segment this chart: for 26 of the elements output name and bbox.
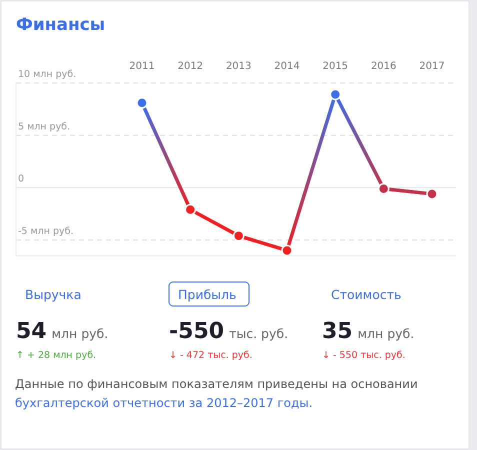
category-label: Стоимость (331, 287, 402, 302)
text: 35 (322, 319, 353, 344)
text: млн руб. (52, 326, 108, 341)
text: 54 (16, 319, 47, 344)
x-tick-label: 2016 (370, 61, 396, 72)
category-label: Прибыль (178, 287, 236, 302)
text: ↓ - 472 тыс. руб. (169, 350, 252, 361)
x-tick-label: 2014 (274, 61, 300, 72)
text: ↓ - 550 тыс. руб. (322, 350, 406, 361)
text: Данные по финансовым показателям приведены на основании (15, 377, 418, 391)
text: -550 (169, 319, 224, 344)
text: млн руб. (358, 326, 414, 341)
y-tick-label: 5 млн руб. (18, 121, 70, 132)
chart-title: Финансы (16, 15, 106, 35)
x-tick-label: 2011 (129, 61, 155, 72)
text: тыс. руб. (229, 326, 288, 341)
x-tick-label: 2012 (178, 61, 204, 72)
text: ↑ + 28 млн руб. (16, 350, 96, 361)
text: бухгалтерской отчетности за 2012–2017 годы. (15, 396, 313, 410)
y-tick-label: 10 млн руб. (18, 69, 76, 80)
x-tick-label: 2013 (226, 61, 252, 72)
x-tick-label: 2015 (322, 61, 348, 72)
y-tick-label: 0 (18, 174, 24, 185)
x-tick-label: 2017 (419, 61, 445, 72)
y-tick-label: -5 млн руб. (18, 226, 74, 237)
category-label: Выручка (25, 287, 82, 302)
